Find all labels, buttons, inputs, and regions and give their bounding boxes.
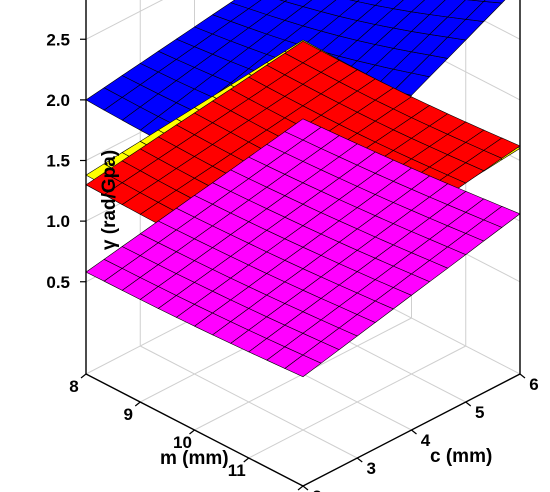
c-tick-mark: [411, 429, 417, 435]
z-tick-label: 2.0: [46, 91, 70, 110]
surface-0-cell: [302, 0, 337, 12]
surface-3-cell: [483, 206, 521, 228]
surface-0-cell: [410, 0, 446, 15]
z-tick-label: 1.5: [46, 152, 70, 171]
m-tick-label: 8: [69, 377, 78, 396]
surface-0-cell: [374, 0, 404, 10]
c-tick-mark: [465, 401, 472, 407]
surface-2-cell: [483, 137, 521, 159]
z-axis-label: γ (rad/Gpa): [99, 150, 120, 250]
surfaces: [85, 0, 521, 378]
c-tick-mark: [356, 457, 363, 463]
m-tick-mark: [189, 429, 195, 435]
z-tick-label: 2.5: [46, 30, 70, 49]
c-tick-mark: [302, 485, 309, 491]
m-tick-label: 12: [282, 489, 301, 492]
surface-3: [85, 118, 521, 378]
c-tick-label: 5: [475, 403, 484, 422]
c-tick-label: 4: [421, 431, 431, 450]
m-tick-label: 10: [173, 433, 192, 452]
surface-0-cell: [392, 0, 426, 13]
y-axis-label: c (mm): [430, 446, 492, 467]
m-tick-mark: [297, 485, 304, 491]
m-tick-mark: [80, 373, 87, 379]
surface-0-cell: [466, 0, 486, 2]
c-tick-label: 2: [312, 487, 321, 492]
c-tick-label: 3: [367, 459, 376, 478]
x-axis-label: m (mm): [160, 448, 229, 469]
surface-0-cell: [428, 0, 466, 18]
m-tick-label: 9: [124, 405, 133, 424]
m-tick-label: 11: [228, 461, 246, 480]
z-tick-label: 0.5: [46, 273, 70, 292]
z-tick-label: 1.0: [46, 212, 70, 231]
surface-0-cell: [349, 0, 360, 2]
c-tick-mark: [519, 373, 526, 379]
c-tick-label: 6: [529, 375, 538, 394]
surface-0-cell: [483, 0, 506, 4]
surface-0-cell: [230, 0, 262, 9]
surface-0-cell: [356, 0, 383, 6]
m-tick-mark: [134, 401, 141, 407]
floor-grid-c-1: [140, 345, 358, 459]
m-tick-mark: [243, 457, 250, 463]
tick-labels: 0.51.01.52.02.53.03.58910111223456: [46, 30, 538, 492]
